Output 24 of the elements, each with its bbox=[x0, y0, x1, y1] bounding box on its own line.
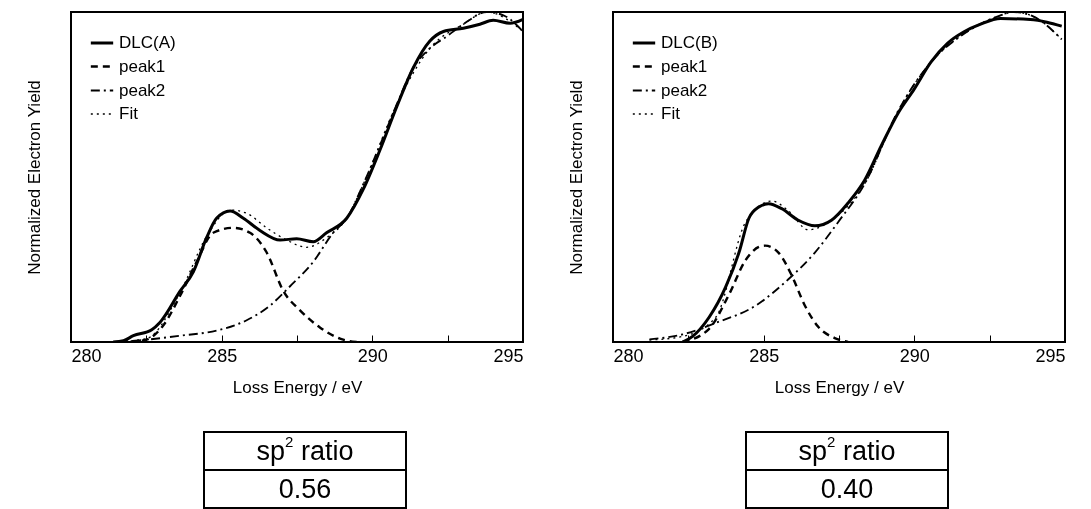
x-tick-label: 290 bbox=[357, 345, 388, 366]
legend-label: DLC(B) bbox=[661, 33, 718, 52]
legend-label: peak1 bbox=[119, 56, 166, 76]
x-tick-label: 285 bbox=[207, 345, 238, 366]
x-axis-title: Loss Energy / eV bbox=[774, 377, 905, 397]
legend-label: Fit bbox=[661, 104, 681, 123]
x-tick-label: 290 bbox=[899, 345, 930, 366]
text: 0.56 bbox=[204, 470, 406, 508]
text: sp$^{2}$ ratio bbox=[204, 432, 406, 470]
legend-label: Fit bbox=[119, 104, 139, 123]
legend-label: DLC(A) bbox=[119, 33, 176, 52]
x-tick-label: 285 bbox=[749, 345, 780, 366]
x-tick-label: 295 bbox=[1035, 345, 1066, 366]
y-axis-title: Normalized Electron Yield bbox=[566, 80, 586, 275]
legend-label: peak2 bbox=[661, 80, 708, 100]
y-axis-title: Normalized Electron Yield bbox=[24, 80, 44, 275]
legend-label: peak1 bbox=[661, 56, 708, 76]
x-tick-label: 280 bbox=[613, 345, 644, 366]
x-axis-title: Loss Energy / eV bbox=[232, 377, 363, 397]
text: sp$^{2}$ ratio bbox=[746, 432, 948, 470]
x-tick-label: 295 bbox=[493, 345, 524, 366]
x-tick-label: 280 bbox=[71, 345, 102, 366]
legend-label: peak2 bbox=[119, 80, 166, 100]
text: 0.40 bbox=[746, 470, 948, 508]
